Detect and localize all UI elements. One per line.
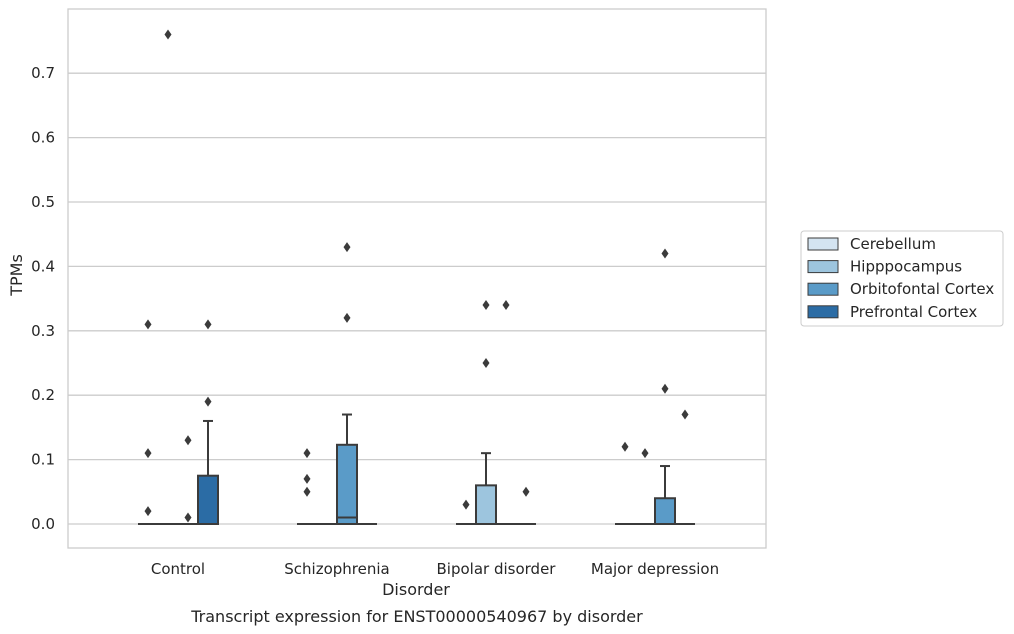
box-body — [197, 474, 219, 526]
box-prefrontal-cortex — [197, 319, 219, 526]
outlier-marker — [204, 396, 212, 407]
legend-label: Prefrontal Cortex — [850, 303, 977, 321]
boxes — [138, 29, 695, 526]
y-tick-label: 0.2 — [31, 386, 55, 404]
outlier-marker — [641, 448, 649, 459]
box-hipppocampus — [475, 300, 497, 525]
y-tick-label: 0.5 — [31, 193, 55, 211]
box-prefrontal-cortex — [516, 486, 536, 525]
outlier-marker — [681, 409, 689, 420]
outlier-marker — [482, 300, 490, 311]
box-orbitofontal-cortex — [496, 300, 516, 525]
box-cerebellum — [138, 319, 158, 525]
x-tick-label: Control — [151, 560, 205, 578]
box-prefrontal-cortex — [675, 409, 695, 525]
box-body — [336, 443, 358, 525]
legend-swatch — [807, 237, 839, 251]
outlier-marker — [303, 473, 311, 484]
y-tick-label: 0.0 — [31, 515, 55, 533]
y-tick-label: 0.1 — [31, 451, 55, 469]
x-tick-labels: Control Schizophrenia Bipolar disorder Majo… — [151, 560, 719, 578]
plot-frame — [67, 8, 767, 549]
legend-label: Hipppocampus — [850, 258, 962, 276]
gridlines — [68, 72, 766, 525]
x-axis-title: Disorder — [382, 580, 450, 599]
y-axis-title: TPMs — [7, 254, 26, 297]
outlier-marker — [144, 506, 152, 517]
outlier-marker — [462, 499, 470, 510]
legend-label: Cerebellum — [850, 235, 936, 253]
box-body — [654, 497, 676, 525]
box-orbitofontal-cortex — [336, 242, 358, 525]
outlier-marker — [144, 319, 152, 330]
legend: Cerebellum Hipppocampus Orbitofontal Corte… — [800, 230, 1004, 327]
outlier-marker — [204, 319, 212, 330]
x-tick-label: Schizophrenia — [284, 560, 389, 578]
outlier-marker — [303, 486, 311, 497]
box-orbitofontal-cortex — [654, 248, 676, 525]
legend-swatch — [807, 260, 839, 274]
y-tick-label: 0.4 — [31, 257, 55, 275]
outlier-marker — [482, 358, 490, 368]
chart-title: Transcript expression for ENST0000054096… — [190, 607, 643, 626]
box-body — [475, 484, 497, 525]
box-hipppocampus — [158, 29, 178, 525]
outlier-marker — [164, 29, 172, 40]
y-tick-label: 0.6 — [31, 129, 55, 147]
outlier-marker — [661, 248, 669, 259]
box-cerebellum — [297, 448, 317, 525]
outlier-marker — [522, 486, 530, 497]
outlier-marker — [661, 383, 669, 394]
y-tick-label: 0.7 — [31, 64, 55, 82]
x-tick-label: Bipolar disorder — [437, 560, 557, 578]
outlier-marker — [303, 448, 311, 459]
outlier-marker — [343, 242, 351, 253]
outlier-marker — [502, 300, 510, 311]
outlier-marker — [621, 441, 629, 452]
legend-label: Orbitofontal Cortex — [850, 280, 994, 298]
y-tick-label: 0.3 — [31, 322, 55, 340]
legend-swatch — [807, 305, 839, 319]
box-cerebellum — [456, 499, 476, 525]
legend-frame — [800, 230, 1004, 327]
outlier-marker — [343, 312, 351, 323]
outlier-marker — [184, 435, 192, 446]
outlier-marker — [184, 512, 192, 523]
y-tick-labels: 0.0 0.1 0.2 0.3 0.4 0.5 0.6 0.7 — [31, 64, 55, 533]
outlier-marker — [144, 448, 152, 459]
box-cerebellum — [615, 441, 635, 525]
x-tick-label: Major depression — [591, 560, 719, 578]
box-orbitofontal-cortex — [178, 435, 198, 525]
box-hipppocampus — [635, 448, 655, 525]
legend-swatch — [807, 282, 839, 296]
